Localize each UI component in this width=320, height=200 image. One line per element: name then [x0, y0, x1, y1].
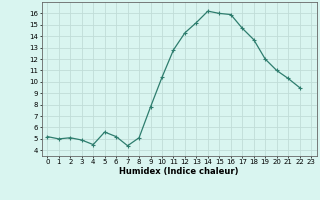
X-axis label: Humidex (Indice chaleur): Humidex (Indice chaleur) [119, 167, 239, 176]
